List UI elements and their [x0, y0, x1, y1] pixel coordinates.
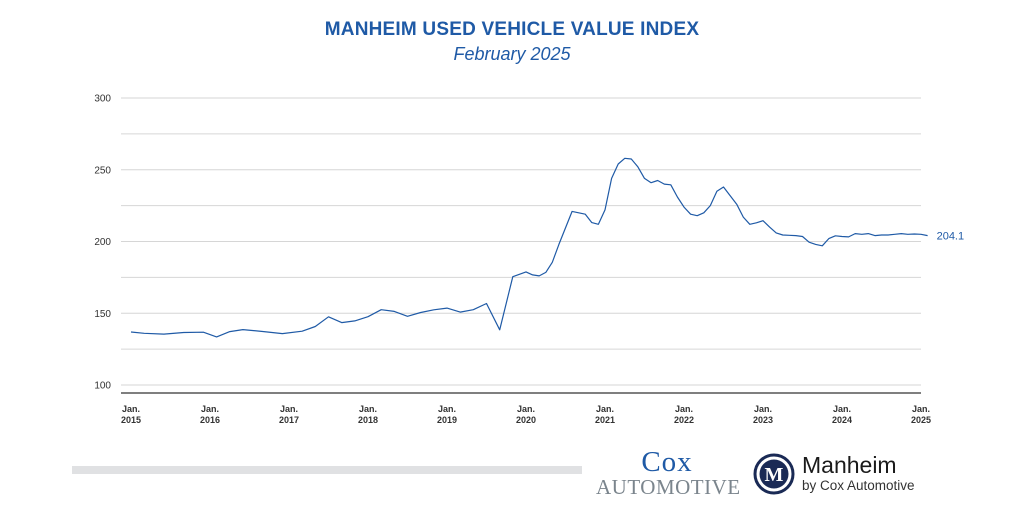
- x-tick-label-month-2019: Jan.: [438, 404, 456, 414]
- y-tick-label-200: 200: [94, 237, 111, 248]
- x-tick-label-year-2022: 2022: [674, 415, 694, 425]
- x-tick-label-month-2016: Jan.: [201, 404, 219, 414]
- x-tick-label-year-2017: 2017: [279, 415, 299, 425]
- chart-subtitle: February 2025: [453, 44, 571, 64]
- series-line-0: [130, 157, 928, 338]
- y-tick-label-100: 100: [94, 381, 111, 392]
- line-chart: 100150200250300Jan.2015Jan.2016Jan.2017J…: [94, 94, 965, 426]
- x-tick-label-year-2019: 2019: [437, 415, 457, 425]
- x-tick-label-month-2023: Jan.: [754, 404, 772, 414]
- x-tick-label-year-2025: 2025: [911, 415, 931, 425]
- manheim-emblem-letter: M: [765, 464, 784, 486]
- x-tick-label-year-2015: 2015: [121, 415, 141, 425]
- y-tick-label-300: 300: [94, 94, 111, 105]
- x-tick-label-month-2024: Jan.: [833, 404, 851, 414]
- chart-title: MANHEIM USED VEHICLE VALUE INDEX: [324, 19, 700, 40]
- x-tick-label-month-2025: Jan.: [912, 404, 930, 414]
- x-tick-label-year-2018: 2018: [358, 415, 378, 425]
- cox-logo-word: Cox: [641, 446, 693, 478]
- x-tick-label-month-2017: Jan.: [280, 404, 298, 414]
- y-tick-label-150: 150: [94, 309, 111, 320]
- manheim-emblem-icon: M: [753, 453, 795, 495]
- x-tick-label-month-2020: Jan.: [517, 404, 535, 414]
- y-tick-label-250: 250: [94, 165, 111, 176]
- footer-divider-bar: [72, 466, 582, 474]
- cox-automotive-logo: Cox AUTOMOTIVE: [596, 446, 741, 500]
- x-tick-label-year-2016: 2016: [200, 415, 220, 425]
- series-end-label: 204.1: [937, 231, 965, 243]
- x-tick-label-year-2020: 2020: [516, 415, 536, 425]
- x-tick-label-month-2022: Jan.: [675, 404, 693, 414]
- x-tick-label-month-2015: Jan.: [122, 404, 140, 414]
- cox-logo-automotive: AUTOMOTIVE: [596, 475, 741, 499]
- manheim-logo-text: Manheim by Cox Automotive: [802, 452, 915, 494]
- x-tick-label-year-2021: 2021: [595, 415, 615, 425]
- x-tick-label-month-2018: Jan.: [359, 404, 377, 414]
- x-tick-label-year-2023: 2023: [753, 415, 773, 425]
- manheim-byline: by Cox Automotive: [802, 478, 915, 493]
- manheim-name: Manheim: [802, 452, 897, 478]
- x-tick-label-year-2024: 2024: [832, 415, 852, 425]
- x-tick-label-month-2021: Jan.: [596, 404, 614, 414]
